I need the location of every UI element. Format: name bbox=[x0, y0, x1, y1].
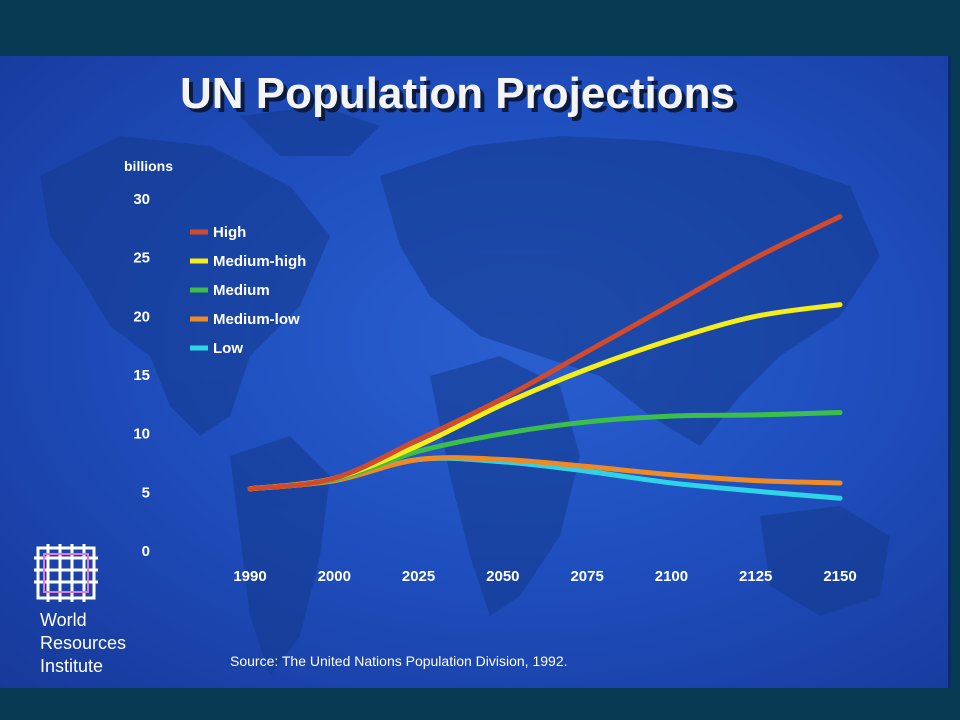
x-tick-label: 2050 bbox=[486, 568, 519, 585]
x-tick-label: 2125 bbox=[739, 568, 772, 585]
y-tick-label: 30 bbox=[133, 191, 150, 208]
logo-line-1: World bbox=[40, 610, 87, 630]
wri-logo-accent bbox=[43, 553, 89, 593]
chart: UN Population Projections UN Population … bbox=[34, 69, 890, 676]
x-tick-label: 2000 bbox=[318, 568, 351, 585]
x-tick-label: 2100 bbox=[655, 568, 688, 585]
logo-line-3: Institute bbox=[40, 656, 103, 676]
wri-logo: World Resources Institute bbox=[34, 544, 126, 676]
legend-label-medium: Medium bbox=[213, 282, 270, 299]
y-tick-label: 15 bbox=[133, 367, 150, 384]
legend-label-medium-high: Medium-high bbox=[213, 253, 306, 270]
y-tick-label: 25 bbox=[133, 250, 150, 267]
x-axis-ticks: 1990 2000 2025 2050 2075 2100 2125 2150 bbox=[233, 568, 856, 585]
legend-label-high: High bbox=[213, 224, 246, 241]
y-axis-ticks: 0 5 10 15 20 25 30 bbox=[133, 191, 150, 560]
chart-title-shadow: UN Population Projections bbox=[184, 73, 739, 122]
y-tick-label: 20 bbox=[133, 308, 150, 325]
x-tick-label: 1990 bbox=[233, 568, 266, 585]
legend: High Medium-high Medium Medium-low Low bbox=[190, 224, 306, 357]
x-tick-label: 2075 bbox=[570, 568, 603, 585]
y-tick-label: 5 bbox=[142, 484, 150, 501]
y-axis-label: billions bbox=[124, 158, 173, 174]
y-tick-label: 0 bbox=[142, 543, 150, 560]
y-tick-label: 10 bbox=[133, 426, 150, 443]
logo-line-2: Resources bbox=[40, 633, 126, 653]
legend-label-medium-low: Medium-low bbox=[213, 311, 300, 328]
chart-title: UN Population Projections UN Population … bbox=[180, 69, 739, 122]
series-line-high bbox=[247, 214, 843, 492]
chart-title-text: UN Population Projections bbox=[180, 69, 735, 118]
legend-label-low: Low bbox=[213, 340, 243, 357]
slide: UN Population Projections UN Population … bbox=[0, 56, 951, 688]
world-map-background bbox=[40, 106, 890, 676]
x-tick-label: 2025 bbox=[402, 568, 435, 585]
source-note: Source: The United Nations Population Di… bbox=[230, 653, 568, 669]
series-lines bbox=[247, 214, 843, 501]
x-tick-label: 2150 bbox=[823, 568, 856, 585]
